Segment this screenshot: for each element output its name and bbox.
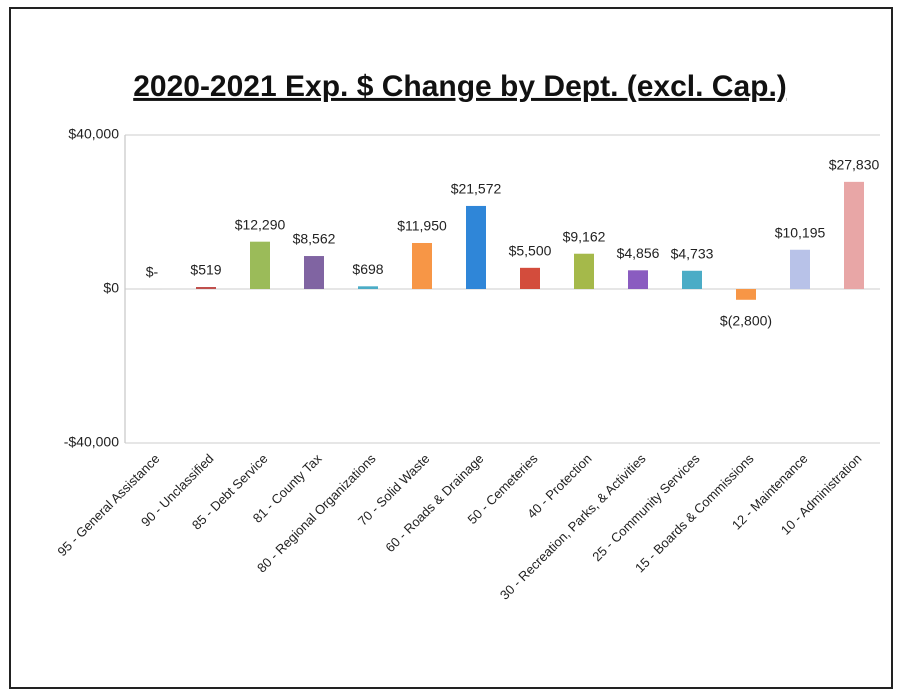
data-label: $9,162 (563, 228, 606, 244)
data-label: $(2,800) (720, 312, 772, 328)
data-label: $4,733 (671, 245, 714, 261)
data-label: $5,500 (509, 243, 552, 259)
bar (196, 287, 216, 289)
data-label: $519 (190, 262, 221, 278)
y-tick-label: $40,000 (68, 126, 119, 142)
bar (520, 267, 540, 289)
chart-title: 2020-2021 Exp. $ Change by Dept. (excl. … (133, 70, 787, 103)
data-label: $11,950 (397, 218, 447, 234)
data-label: $27,830 (829, 157, 880, 173)
data-label: $21,572 (451, 181, 502, 197)
data-label: $4,856 (617, 245, 660, 261)
bar (466, 205, 486, 289)
frame (9, 7, 893, 689)
bar (736, 289, 756, 300)
data-label: $8,562 (293, 231, 336, 247)
bar (358, 286, 378, 289)
bar (790, 249, 810, 289)
bar (574, 253, 594, 289)
y-tick-label: $0 (103, 280, 119, 296)
bar (250, 241, 270, 289)
y-tick-label: -$40,000 (64, 434, 119, 450)
bar (844, 181, 864, 289)
data-label: $- (146, 264, 159, 280)
data-label: $12,290 (235, 216, 286, 232)
bar (628, 270, 648, 289)
bar (412, 242, 432, 289)
data-label: $10,195 (775, 224, 826, 240)
data-label: $698 (352, 261, 383, 277)
bar (304, 256, 324, 289)
bar (682, 270, 702, 289)
